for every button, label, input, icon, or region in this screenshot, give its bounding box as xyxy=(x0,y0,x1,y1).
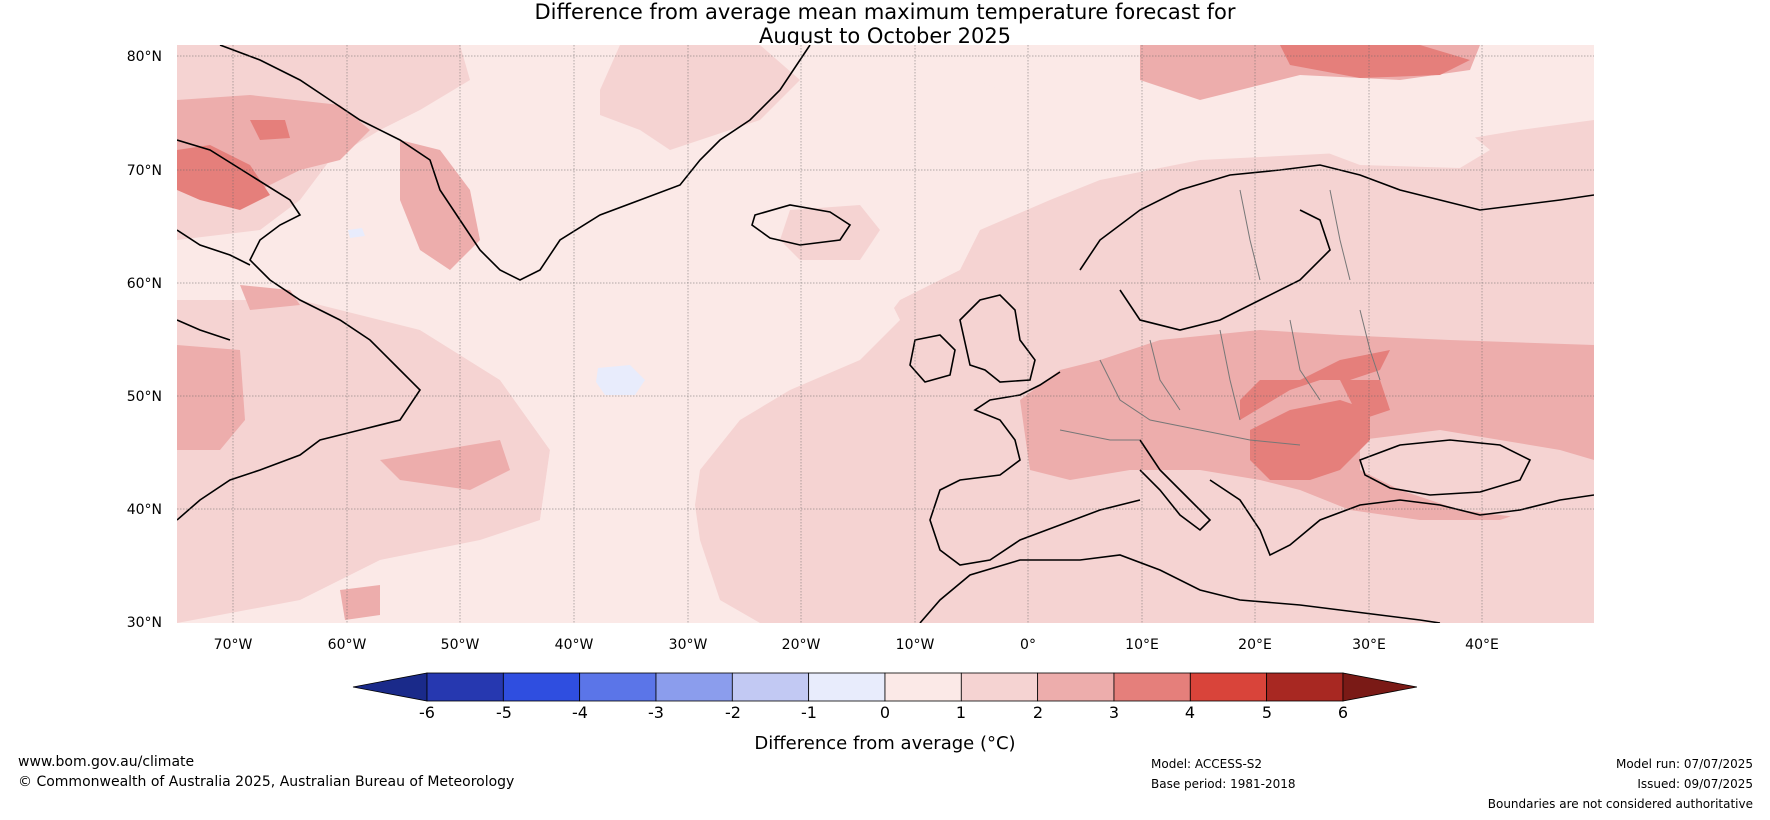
title-line-1: Difference from average mean maximum tem… xyxy=(534,0,1236,24)
lat-label: 60°N xyxy=(127,276,162,292)
colorbar-segment xyxy=(884,672,962,702)
colorbar-tick: 4 xyxy=(1185,703,1195,722)
lon-label: 40°W xyxy=(555,637,594,653)
latitude-labels: 80°N 70°N 60°N 50°N 40°N 30°N xyxy=(127,49,162,631)
lon-label: 10°W xyxy=(896,637,935,653)
colorbar-tick: -6 xyxy=(419,703,435,722)
colorbar-tick: 3 xyxy=(1109,703,1119,722)
colorbar-tick: -4 xyxy=(572,703,588,722)
lat-label: 40°N xyxy=(127,502,162,518)
colorbar-tick: 0 xyxy=(880,703,890,722)
footer-issued: Issued: 09/07/2025 xyxy=(1637,777,1753,791)
lon-label: 30°E xyxy=(1352,637,1386,653)
colorbar-segment xyxy=(502,672,581,702)
lat-label: 70°N xyxy=(127,163,162,179)
lon-label: 30°W xyxy=(669,637,708,653)
footer-url[interactable]: www.bom.gov.au/climate xyxy=(18,754,195,770)
lon-label: 70°W xyxy=(214,637,253,653)
lon-label: 20°W xyxy=(782,637,821,653)
country-borders xyxy=(1059,189,1381,446)
lon-label: 0° xyxy=(1020,637,1036,653)
colorbar-segment xyxy=(1113,672,1191,702)
colorbar-segment xyxy=(655,672,733,702)
colorbar-tick: 6 xyxy=(1338,703,1348,722)
lon-label: 10°E xyxy=(1125,637,1159,653)
colorbar-tick: -1 xyxy=(801,703,817,722)
map-panel xyxy=(177,45,1594,623)
colorbar-segment xyxy=(579,672,657,702)
colorbar-segment xyxy=(1037,672,1115,702)
title-line-2: August to October 2025 xyxy=(758,24,1012,48)
colorbar-segment xyxy=(1266,672,1344,702)
colorbar-tick: 2 xyxy=(1033,703,1043,722)
colorbar-segment xyxy=(1189,672,1268,702)
anomaly-negative-patches xyxy=(348,228,645,395)
lat-label: 80°N xyxy=(127,49,162,65)
map-title: Difference from average mean maximum tem… xyxy=(0,0,1770,48)
lon-label: 20°E xyxy=(1238,637,1272,653)
colorbar-tick: -5 xyxy=(496,703,512,722)
colorbar-extend-high xyxy=(1342,672,1418,702)
colorbar-segment xyxy=(426,672,504,702)
footer-base-period: Base period: 1981-2018 xyxy=(1151,777,1296,791)
coastlines xyxy=(177,45,1594,623)
colorbar-segment xyxy=(731,672,810,702)
colorbar-extend-low xyxy=(352,672,428,702)
colorbar-tick: -2 xyxy=(725,703,741,722)
lon-label: 60°W xyxy=(328,637,367,653)
lat-label: 30°N xyxy=(127,615,162,631)
footer-copyright: © Commonwealth of Australia 2025, Austra… xyxy=(18,774,515,790)
lon-label: 50°W xyxy=(441,637,480,653)
colorbar-ticks: -6 -5 -4 -3 -2 -1 0 1 2 3 4 5 6 xyxy=(419,703,1348,722)
footer-model-run: Model run: 07/07/2025 xyxy=(1615,757,1753,771)
longitude-labels: 70°W 60°W 50°W 40°W 30°W 20°W 10°W 0° 10… xyxy=(214,637,1499,653)
footer-model: Model: ACCESS-S2 xyxy=(1151,757,1263,771)
colorbar-label: Difference from average (°C) xyxy=(754,733,1016,754)
colorbar-tick: -3 xyxy=(648,703,664,722)
colorbar-tick: 1 xyxy=(956,703,966,722)
graticule xyxy=(177,45,1594,623)
colorbar-segment xyxy=(960,672,1039,702)
lon-label: 40°E xyxy=(1465,637,1499,653)
footer-disclaimer: Boundaries are not considered authoritat… xyxy=(1487,797,1753,811)
colorbar-tick: 5 xyxy=(1262,703,1272,722)
colorbar xyxy=(352,672,1418,702)
anomaly-3-4-regions xyxy=(177,45,1470,480)
lat-label: 50°N xyxy=(127,389,162,405)
anomaly-1-2-inner xyxy=(1360,430,1594,520)
colorbar-segment xyxy=(808,672,886,702)
